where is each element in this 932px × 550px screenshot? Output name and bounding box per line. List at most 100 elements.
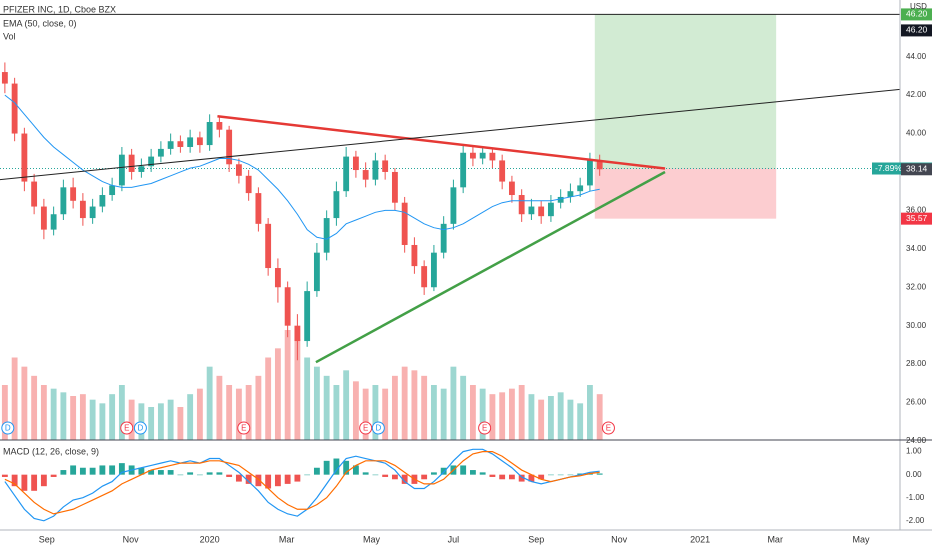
- event-label: E: [124, 424, 129, 433]
- macd-histogram-bar: [235, 474, 242, 482]
- y-tick-label: 32.00: [906, 282, 927, 291]
- candle-body: [313, 252, 320, 292]
- volume-bar: [235, 388, 242, 440]
- candle-body: [31, 181, 38, 207]
- candle-body: [177, 141, 184, 147]
- x-tick-label: Sep: [528, 534, 544, 544]
- candle-body: [577, 185, 584, 192]
- event-marker: [601, 421, 615, 435]
- macd-histogram-bar: [469, 470, 476, 475]
- currency: USD: [910, 2, 927, 11]
- volume-bar: [479, 388, 486, 440]
- macd-tick-label: -1.00: [906, 493, 925, 502]
- candle-body: [596, 160, 603, 170]
- volume-bar: [372, 385, 379, 440]
- candle-body: [323, 218, 330, 253]
- macd-histogram-bar: [31, 474, 38, 491]
- y-tick-label: 28.00: [906, 359, 927, 368]
- macd-tick-label: 1.00: [906, 447, 922, 456]
- candle-body: [411, 244, 418, 267]
- volume-bar: [226, 385, 233, 440]
- event-label: D: [375, 424, 381, 433]
- volume-bar: [518, 385, 525, 440]
- macd-histogram-bar: [430, 472, 437, 475]
- y-tick-label: 44.00: [906, 52, 927, 61]
- y-tick-label: 36.00: [906, 206, 927, 215]
- macd-histogram-bar: [372, 474, 379, 476]
- volume-bar: [313, 366, 320, 440]
- macd-histogram-bar: [177, 474, 184, 476]
- price-label-box: [901, 163, 932, 176]
- candle-body: [79, 200, 86, 219]
- x-tick-label: May: [363, 534, 381, 544]
- macd-histogram-bar: [323, 460, 330, 475]
- price-label: 46.20: [906, 9, 928, 19]
- candle-body: [586, 160, 593, 186]
- candle-body: [489, 152, 496, 161]
- macd-histogram-bar: [333, 458, 340, 475]
- event-label: D: [5, 424, 11, 433]
- candle-body: [70, 187, 77, 201]
- volume-bar: [1, 385, 8, 440]
- macd-histogram-bar: [70, 465, 77, 475]
- ema-line: [4, 94, 600, 240]
- candle-body: [1, 72, 8, 84]
- macd-histogram-bar: [391, 474, 398, 480]
- event-marker: [133, 421, 147, 435]
- candle-body: [148, 156, 155, 167]
- candle-body: [469, 152, 476, 159]
- volume-bar: [577, 403, 584, 440]
- macd-histogram-bar: [50, 474, 57, 477]
- volume-bar: [40, 385, 47, 440]
- y-tick-label: 24.00: [906, 436, 927, 445]
- macd-histogram-bar: [499, 474, 506, 480]
- candle-body: [40, 206, 47, 230]
- event-label: D: [138, 424, 144, 433]
- macd-histogram-bar: [255, 474, 262, 487]
- event-marker: [478, 421, 492, 435]
- macd-histogram-bar: [489, 474, 496, 477]
- volume-bar: [567, 399, 574, 440]
- volume-bar: [352, 381, 359, 440]
- macd-histogram-bar: [547, 474, 554, 476]
- volume-bar: [538, 399, 545, 440]
- volume-bar: [50, 388, 57, 440]
- macd-histogram-bar: [167, 470, 174, 475]
- event-marker: [371, 421, 385, 435]
- candle-body: [284, 287, 291, 326]
- candle-body: [343, 156, 350, 192]
- macd-histogram-bar: [109, 465, 116, 475]
- x-tick-label: Sep: [39, 534, 55, 544]
- macd-histogram-bar: [294, 474, 301, 482]
- x-tick-label: 2020: [200, 534, 220, 544]
- volume-bar: [547, 396, 554, 440]
- candle-body: [547, 202, 554, 217]
- volume-bar: [557, 392, 564, 440]
- macd-line: [4, 448, 600, 522]
- candle-body: [138, 166, 145, 172]
- volume-bar: [528, 394, 535, 440]
- macd-histogram-bar: [40, 474, 47, 487]
- macd-histogram-bar: [1, 474, 8, 477]
- volume-bar: [284, 330, 291, 440]
- volume-bar: [21, 366, 28, 440]
- event-label: E: [606, 424, 611, 433]
- candle-body: [128, 154, 135, 172]
- volume-bar: [79, 394, 86, 440]
- volume-bar: [391, 375, 398, 440]
- volume-bar: [31, 375, 38, 440]
- volume-bar: [11, 357, 18, 440]
- candle-body: [352, 156, 359, 171]
- candle-body: [60, 187, 67, 215]
- candle-body: [11, 83, 18, 134]
- macd-histogram-bar: [148, 470, 155, 475]
- candle-body: [382, 160, 389, 172]
- volume-bar: [128, 399, 135, 440]
- macd-histogram-bar: [401, 474, 408, 484]
- candle-body: [401, 202, 408, 245]
- macd-histogram-bar: [21, 474, 28, 491]
- macd-tick-label: 0.00: [906, 470, 922, 479]
- volume-bar: [469, 385, 476, 440]
- candle-body: [99, 195, 106, 207]
- price-axis: [900, 0, 932, 550]
